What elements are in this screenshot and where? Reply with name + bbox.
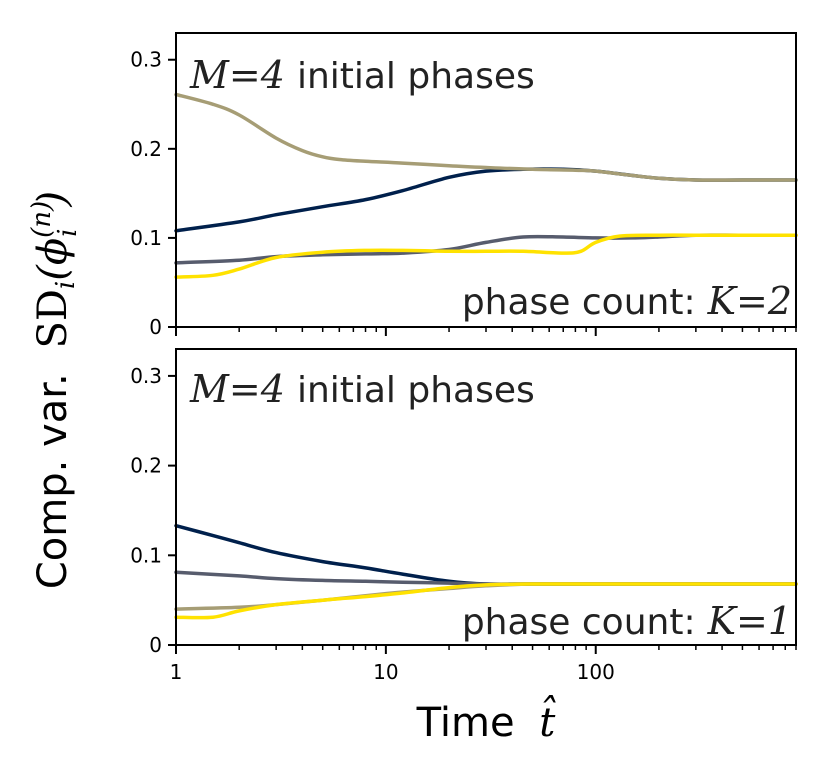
panel-bottom-annot-bottom-math: K=1: [707, 599, 792, 643]
panel-bottom-ticks: 0 0.1 0.2 0.3 1 10 100: [130, 364, 797, 684]
panel-bottom-ytick-label-0: 0: [149, 633, 162, 657]
panel-bottom-annot-top-text: initial phases: [297, 370, 535, 411]
panel-bottom-annot-top-math: M=4: [189, 367, 285, 411]
panel-top-ytick-label-3: 0.3: [130, 48, 162, 72]
panel-top-series-2: [174, 233, 798, 279]
panel-bottom-series-0: [174, 523, 798, 586]
panel-bottom-annotation-bottom: phase count: K=1: [462, 599, 792, 643]
panel-bottom-annot-bottom-text: phase count:: [462, 602, 696, 643]
panel-top-series: [174, 92, 798, 279]
xlabel: Time t̂: [416, 696, 557, 746]
xlabel-math: t̂: [539, 696, 556, 746]
panel-bottom-xtick-label-0: 1: [170, 660, 183, 684]
panel-top-ticks: 0 0.1 0.2 0.3: [130, 48, 797, 339]
panel-top-ytick-label-0: 0: [149, 315, 162, 339]
panel-bottom-xtick-label-2: 100: [577, 660, 615, 684]
panel-bottom-series-3: [174, 582, 798, 620]
panel-top-ytick-label-2: 0.2: [130, 137, 162, 161]
ylabel-arg-sup: (n): [27, 201, 57, 238]
ylabel-sub: i: [51, 281, 81, 289]
svg-text:Comp. var. SDi(ϕ(n)i): Comp. var. SDi(ϕ(n)i): [27, 191, 83, 589]
panel-bottom-annotation-top: M=4 initial phases: [189, 367, 535, 411]
ylabel-text: Comp. var.: [30, 373, 76, 589]
xlabel-text: Time: [416, 700, 515, 746]
shared-ylabel: Comp. var. SDi(ϕ(n)i): [27, 191, 83, 589]
panel-top-ytick-label-1: 0.1: [130, 226, 162, 250]
panel-top-annotation-top: M=4 initial phases: [189, 53, 535, 97]
panel-bottom-series: [174, 523, 798, 620]
panel-top: 0 0.1 0.2 0.3 M=4 initial phases phase coun…: [130, 32, 798, 339]
panel-top-annot-bottom-math: K=2: [707, 279, 792, 323]
ylabel-arg-sub: i: [53, 228, 83, 236]
panel-bottom-ytick-label-1: 0.1: [130, 543, 162, 567]
ylabel-arg: (ϕ: [30, 238, 76, 281]
ylabel-fn: SD: [30, 289, 76, 348]
panel-bottom-ytick-label-3: 0.3: [130, 364, 162, 388]
panel-top-annot-top-math: M=4: [189, 53, 285, 97]
ylabel-close: ): [30, 191, 76, 208]
panel-top-series-3: [174, 92, 798, 182]
panel-bottom-ytick-label-2: 0.2: [130, 454, 162, 478]
panel-top-annot-bottom-text: phase count:: [462, 282, 696, 323]
panel-bottom-xtick-label-1: 10: [373, 660, 398, 684]
panel-top-series-0: [174, 167, 798, 233]
panel-bottom: 0 0.1 0.2 0.3 1 10 100 M=4 initial phases phas…: [130, 348, 798, 684]
panel-top-annot-top-text: initial phases: [297, 56, 535, 97]
panel-top-annotation-bottom: phase count: K=2: [462, 279, 792, 323]
